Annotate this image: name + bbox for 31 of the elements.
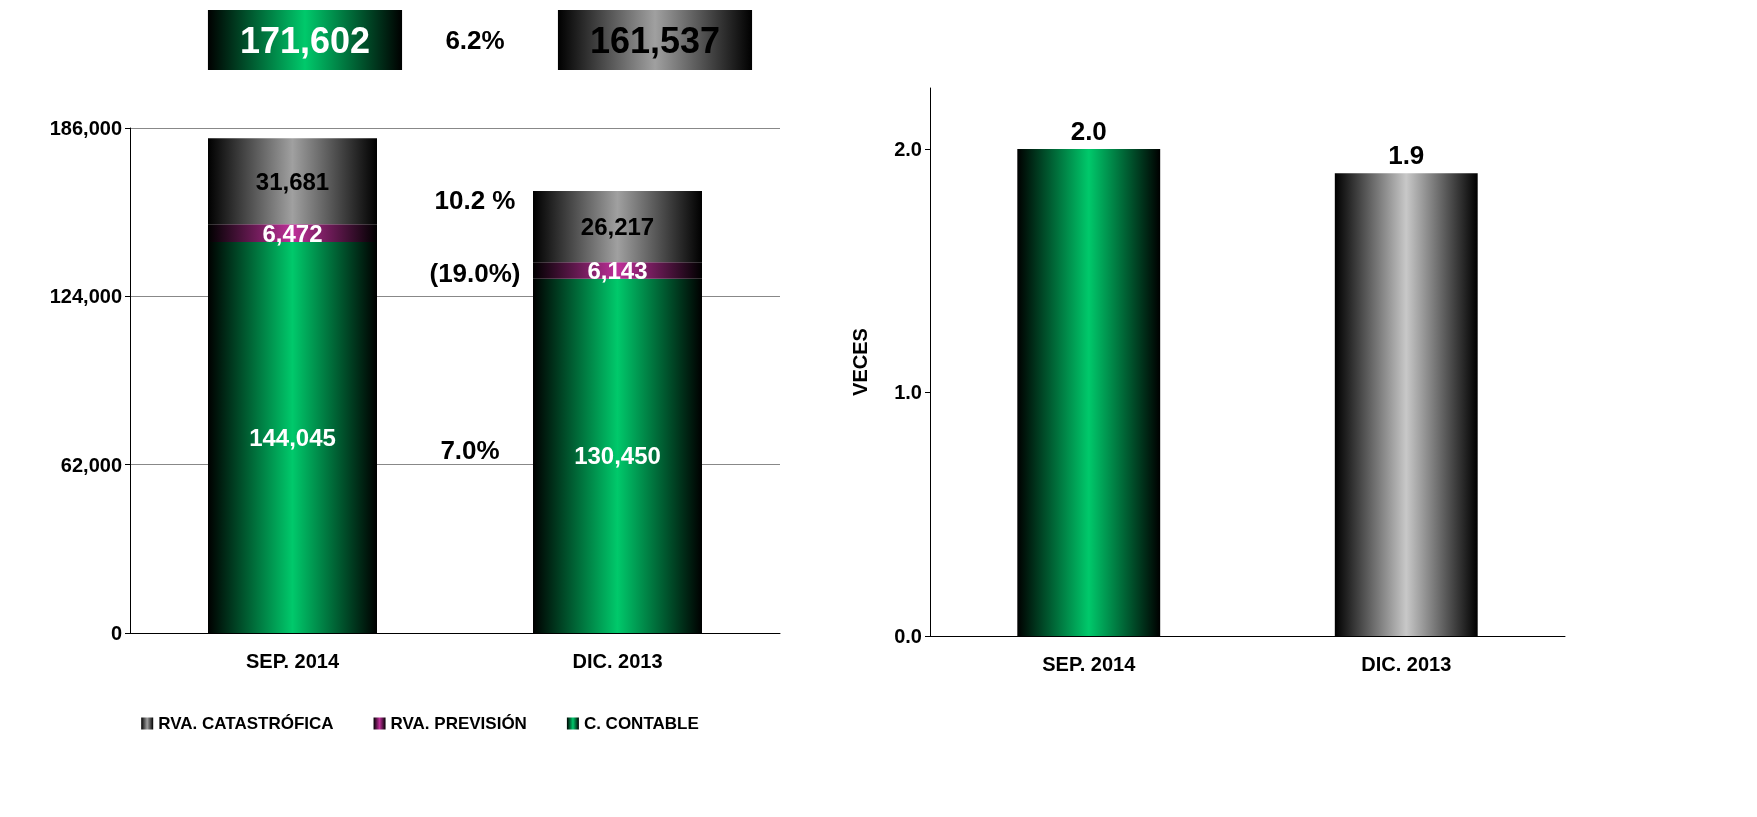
- data-label: 6,143: [587, 256, 648, 284]
- annotation: (19.0%): [429, 258, 521, 288]
- y-tick-label: 62,000: [60, 453, 122, 476]
- bar: [208, 138, 377, 225]
- data-label: 130,450: [574, 442, 661, 470]
- text: 161,537: [589, 19, 721, 61]
- data-label: 26,217: [580, 213, 655, 241]
- y-tick-label: 0.0: [894, 625, 922, 647]
- data-label: 2.0: [1070, 115, 1107, 146]
- x-tick-label: DIC. 2013: [1361, 653, 1452, 675]
- y-tick-label: 0: [110, 622, 122, 644]
- y-tick-label: 124,000: [49, 285, 122, 308]
- x-tick-label: SEP. 2014: [245, 650, 340, 672]
- text: 171,602: [239, 19, 371, 61]
- y-tick-label: 186,000: [49, 117, 122, 139]
- bar: [533, 190, 702, 263]
- y-axis-title: VECES: [849, 328, 871, 396]
- data-label: 6,472: [262, 219, 323, 247]
- annotation: 10.2 %: [434, 185, 516, 215]
- data-label: 144,045: [249, 423, 336, 451]
- data-label: 1.9: [1388, 140, 1425, 171]
- data-label: 31,681: [255, 167, 330, 195]
- text: 6.2%: [445, 25, 505, 55]
- x-tick-label: DIC. 2013: [572, 650, 663, 672]
- x-tick-label: SEP. 2014: [1042, 653, 1137, 675]
- annotation: 7.0%: [440, 435, 500, 465]
- y-tick-label: 1.0: [894, 381, 922, 404]
- legend-label: RVA. PREVISIÓN: [390, 714, 527, 733]
- y-tick-label: 2.0: [894, 137, 922, 160]
- legend-label: C. CONTABLE: [583, 714, 699, 733]
- legend-label: RVA. CATASTRÓFICA: [158, 714, 334, 733]
